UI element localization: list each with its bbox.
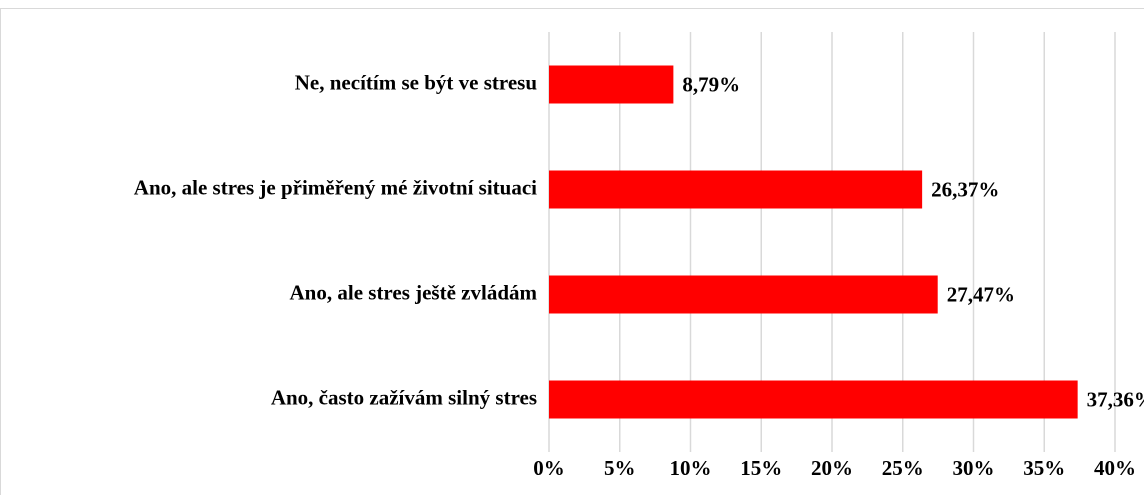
value-label: 26,37%	[931, 177, 999, 201]
value-label: 37,36%	[1087, 387, 1144, 411]
y-tick-label: Ano, často zažívám silný stres	[271, 385, 537, 409]
x-tick-label: 10%	[670, 456, 712, 480]
bar	[549, 275, 938, 314]
value-label: 8,79%	[682, 72, 740, 96]
y-tick-label: Ano, ale stres ještě zvládám	[290, 280, 538, 304]
bar	[549, 65, 674, 104]
x-tick-label: 25%	[882, 456, 924, 480]
x-tick-label: 15%	[740, 456, 782, 480]
chart-border	[0, 8, 1144, 495]
y-tick-label: Ne, necítím se být ve stresu	[295, 70, 538, 94]
x-tick-label: 30%	[953, 456, 995, 480]
x-tick-label: 5%	[604, 456, 636, 480]
x-tick-label: 20%	[811, 456, 853, 480]
bar	[549, 380, 1078, 419]
x-tick-label: 35%	[1023, 456, 1065, 480]
bar	[549, 170, 923, 209]
value-label: 27,47%	[947, 282, 1015, 306]
x-tick-label: 40%	[1094, 456, 1136, 480]
x-tick-label: 0%	[533, 456, 565, 480]
y-tick-label: Ano, ale stres je přiměřený mé životní s…	[134, 175, 537, 199]
